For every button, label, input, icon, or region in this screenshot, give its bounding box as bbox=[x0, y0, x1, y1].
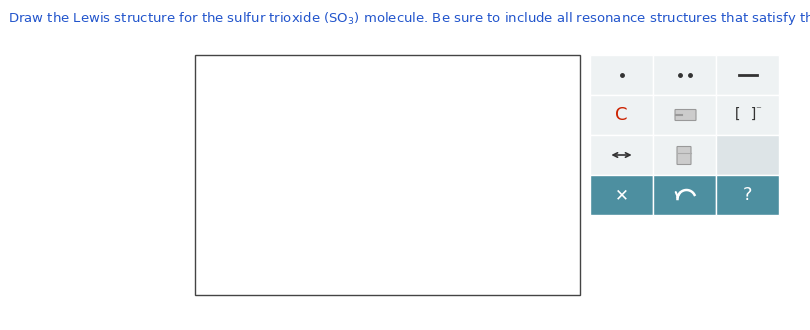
Text: Draw the Lewis structure for the sulfur trioxide $\mathsf{(SO_3)}$ molecule. Be : Draw the Lewis structure for the sulfur … bbox=[8, 10, 810, 27]
Bar bbox=[590, 95, 653, 135]
Bar bbox=[653, 55, 716, 95]
Bar bbox=[716, 95, 779, 135]
Bar bbox=[716, 135, 779, 175]
Bar bbox=[590, 175, 653, 215]
Bar bbox=[590, 135, 653, 175]
Bar bbox=[590, 55, 653, 95]
Text: C: C bbox=[616, 106, 628, 124]
Bar bbox=[653, 135, 716, 175]
FancyBboxPatch shape bbox=[677, 147, 691, 164]
Text: [ ]: [ ] bbox=[733, 107, 758, 121]
FancyBboxPatch shape bbox=[675, 110, 696, 120]
Bar bbox=[716, 55, 779, 95]
Bar bbox=[653, 95, 716, 135]
Text: ✕: ✕ bbox=[615, 186, 629, 204]
Text: ?: ? bbox=[743, 186, 752, 204]
Bar bbox=[716, 175, 779, 215]
Bar bbox=[195, 55, 580, 295]
Bar bbox=[653, 175, 716, 215]
Text: ⁻: ⁻ bbox=[756, 105, 761, 115]
